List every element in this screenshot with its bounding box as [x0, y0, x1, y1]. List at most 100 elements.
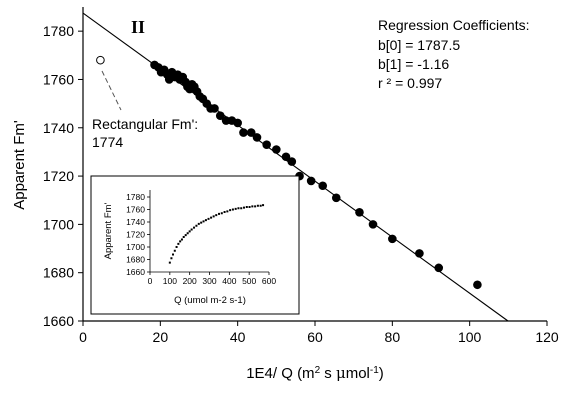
x-tick-label: 120	[535, 329, 559, 345]
y-tick-label: 1680	[43, 265, 74, 281]
y-tick-label: 1660	[43, 313, 74, 329]
panel-label: II	[131, 17, 145, 37]
data-point	[368, 220, 378, 229]
main-ticks: 0 20 40 60 80 100 120 1660 1680 1700 1720 1740 1760 1…	[43, 23, 559, 345]
inset-data-point	[245, 206, 248, 208]
inset-x-axis-title: Q (umol m-2 s-1)	[174, 295, 246, 306]
x-axis-title: 1E4/ Q (m2 s μmol-1)	[246, 364, 384, 382]
data-point	[239, 128, 248, 137]
inset-data-point	[190, 228, 193, 231]
data-point	[355, 208, 364, 217]
inset-data-point	[193, 226, 196, 229]
annotation-label: Rectangular Fm':	[92, 116, 198, 132]
inset-data-point	[207, 217, 210, 220]
data-point	[318, 181, 328, 191]
inset-data-point	[254, 205, 257, 208]
inset-x-tick-label: 200	[183, 276, 197, 286]
inset-data-point	[229, 209, 232, 212]
main-plot: 0 20 40 60 80 100 120 1660 1680 1700 1720 1740 1760 1…	[11, 7, 559, 382]
x-tick-label: 60	[307, 329, 323, 345]
annotation-leader	[101, 70, 122, 111]
data-point	[473, 280, 482, 290]
inset-data-point	[231, 208, 234, 211]
regression-title: Regression Coefficients:	[378, 17, 529, 33]
x-tick-label: 20	[153, 329, 169, 345]
inset-data-point	[184, 234, 187, 237]
regression-r2: r ² = 0.997	[378, 75, 442, 91]
inset-data-point	[212, 215, 215, 218]
inset-data-point	[177, 242, 180, 245]
inset-data-point	[240, 207, 243, 210]
data-point	[287, 157, 297, 166]
data-point	[272, 145, 281, 154]
inset-y-tick-label: 1760	[126, 205, 145, 215]
inset-y-tick-label: 1660	[126, 267, 145, 277]
y-tick-label: 1700	[43, 216, 74, 232]
data-point	[306, 176, 316, 186]
y-axis-title: Apparent Fm'	[11, 120, 28, 210]
inset-data-point	[248, 206, 251, 208]
inset-data-point	[215, 214, 218, 217]
y-tick-label: 1740	[43, 120, 74, 136]
inset-data-point	[234, 207, 237, 210]
inset-y-tick-label: 1720	[126, 230, 145, 240]
data-point	[388, 234, 397, 244]
inset-data-point	[175, 246, 178, 248]
inset-x-tick-label: 300	[202, 276, 216, 286]
data-point	[281, 152, 291, 162]
inset-data-point	[172, 253, 175, 256]
inset-x-tick-label: 400	[222, 276, 236, 286]
inset-data-point	[179, 240, 182, 243]
inset-data-point	[188, 230, 191, 233]
inset-data-point	[182, 236, 185, 238]
x-tick-label: 80	[385, 329, 401, 345]
inset-data-point	[256, 204, 259, 207]
y-tick-label: 1760	[43, 71, 74, 87]
inset-data-point	[173, 249, 176, 252]
inset-chart: 0 100 200 300 400 500 600 1660 1680 1700 1720 1740 1…	[90, 175, 300, 315]
inset-data-point	[197, 222, 200, 225]
inset-data-point	[180, 238, 183, 241]
inset-y-tick-label: 1740	[126, 217, 145, 227]
data-point	[331, 193, 341, 203]
inset-data-point	[170, 257, 173, 260]
inset-y-tick-label: 1680	[126, 255, 145, 265]
inset-data-point	[262, 204, 265, 207]
inset-x-tick-label: 100	[163, 276, 177, 286]
annotation-value: 1774	[92, 134, 123, 150]
data-point	[233, 118, 242, 128]
inset-data-point	[168, 261, 171, 264]
inset-data-point	[210, 216, 213, 219]
y-tick-label: 1720	[43, 168, 74, 184]
inset-x-tick-label: 500	[242, 276, 256, 286]
rectangular-fm-point	[96, 55, 105, 65]
inset-ticks: 0 100 200 300 400 500 600 1660 1680 1700 1720 1740 1…	[126, 192, 276, 286]
x-tick-label: 0	[79, 329, 87, 345]
inset-data-point	[226, 210, 229, 213]
y-tick-label: 1780	[43, 23, 74, 39]
inset-data-point	[220, 212, 223, 215]
inset-data-point	[218, 212, 221, 215]
data-point	[434, 263, 444, 273]
data-point	[415, 249, 424, 258]
inset-data-point	[200, 221, 203, 224]
data-point	[262, 140, 271, 149]
inset-data-point	[251, 205, 254, 208]
inset-data-point	[259, 204, 262, 207]
inset-data-point	[243, 206, 246, 209]
data-point	[210, 104, 219, 113]
data-point	[252, 133, 262, 142]
x-tick-label: 40	[230, 329, 246, 345]
data-point	[215, 111, 225, 120]
inset-data-point	[195, 224, 198, 227]
inset-data-point	[204, 219, 207, 222]
x-tick-label: 100	[458, 329, 482, 345]
data-point	[246, 128, 256, 137]
inset-y-tick-label: 1780	[126, 192, 145, 202]
regression-b0: b[0] = 1787.5	[378, 37, 460, 53]
inset-data-point	[223, 211, 226, 213]
inset-x-tick-label: 0	[148, 276, 153, 286]
inset-x-tick-label: 600	[262, 276, 276, 286]
inset-marks	[168, 204, 265, 264]
inset-data-point	[202, 220, 205, 223]
